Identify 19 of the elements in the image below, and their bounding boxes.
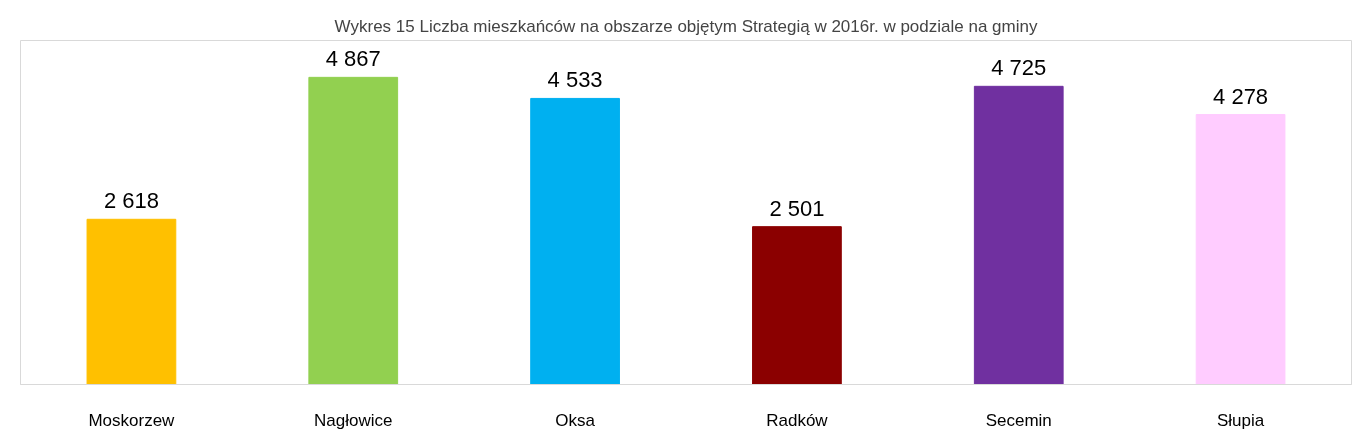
bar xyxy=(308,76,399,385)
x-tick-label: Oksa xyxy=(555,410,596,430)
data-label: 4 533 xyxy=(547,67,603,93)
bar xyxy=(530,97,620,385)
data-label: 4 867 xyxy=(325,46,381,72)
x-tick-label: Moskorzew xyxy=(88,410,176,430)
chart-title: Wykres 15 Liczba mieszkańców na obszarze objętym Strategią w 2016r. w podziale na gminy xyxy=(334,16,1038,36)
x-tick-label: Radków xyxy=(766,410,829,430)
data-label: 4 278 xyxy=(1213,83,1269,109)
data-label: 2 618 xyxy=(103,188,159,214)
bar xyxy=(1195,114,1286,385)
bar xyxy=(752,226,842,385)
x-tick-label: Secemin xyxy=(985,410,1052,430)
x-tick-label: Słupia xyxy=(1216,410,1265,430)
data-label: 4 725 xyxy=(991,55,1047,81)
bar xyxy=(973,85,1064,385)
bar xyxy=(86,218,177,385)
data-label: 2 501 xyxy=(769,195,825,221)
x-tick-label: Nagłowice xyxy=(314,410,393,430)
